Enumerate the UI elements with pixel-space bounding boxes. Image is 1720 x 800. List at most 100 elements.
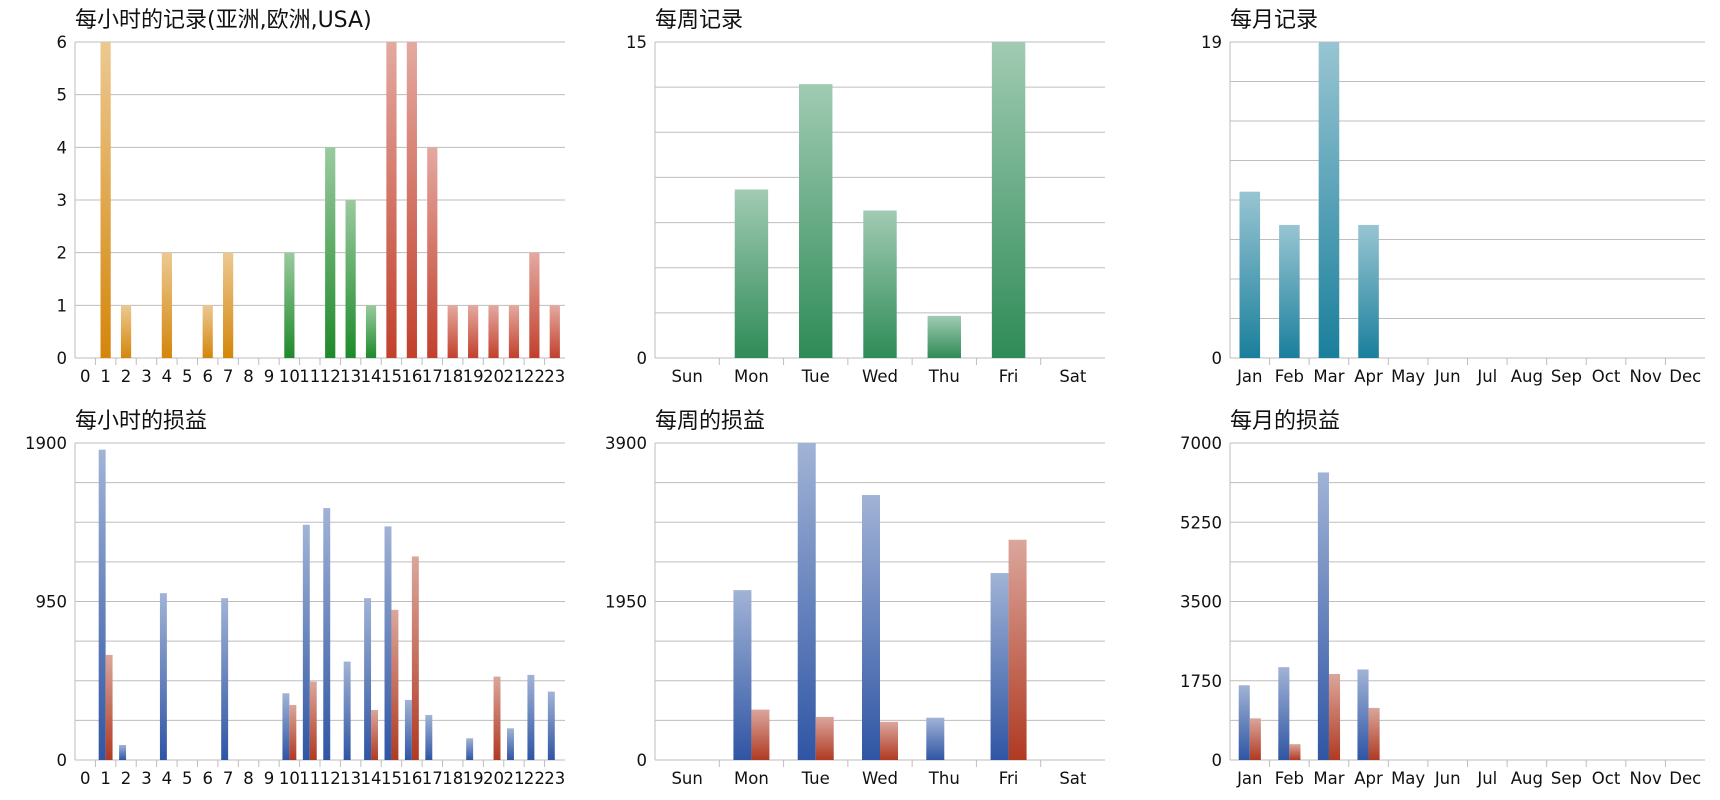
bars: [98, 449, 555, 760]
bar: [221, 598, 229, 760]
bar: [1318, 42, 1340, 358]
x-tick-label: Fri: [999, 769, 1019, 788]
bar: [493, 676, 501, 760]
x-tick-label: Jun: [1434, 367, 1461, 386]
bar: [325, 147, 336, 358]
bar: [1289, 744, 1301, 760]
bar: [447, 305, 458, 358]
bar: [799, 84, 833, 358]
y-tick-label: 950: [36, 593, 68, 612]
x-tick-label: 1: [100, 769, 111, 788]
bar: [990, 573, 1009, 760]
bar: [343, 661, 351, 760]
bar: [1238, 685, 1250, 760]
chart-title: 每小时的记录(亚洲,欧洲,USA): [75, 8, 372, 33]
x-tick-label: 19: [463, 367, 484, 386]
y-tick-label: 0: [1212, 349, 1223, 368]
x-tick-label: 22: [524, 769, 545, 788]
x-tick-label: 0: [80, 769, 91, 788]
bar: [98, 449, 106, 760]
y-tick-label: 0: [1212, 751, 1223, 770]
bar: [549, 305, 560, 358]
bar: [1358, 224, 1379, 358]
x-tick-labels: Sun Mon Tue Wed Thu Fri Sat: [671, 367, 1086, 386]
bar: [927, 315, 961, 358]
chart-title: 每月的损益: [1230, 409, 1340, 434]
x-tick-label: 8: [243, 367, 254, 386]
x-tick-label: Jul: [1476, 367, 1497, 386]
x-tick-label: Sun: [671, 769, 702, 788]
x-tick-label: 17: [422, 769, 443, 788]
y-tick-label: 5250: [1180, 513, 1222, 532]
bar: [371, 709, 378, 760]
x-tick-label: Sep: [1551, 769, 1582, 788]
y-tick-label: 4: [57, 138, 68, 157]
bar: [386, 42, 397, 358]
bar: [797, 443, 816, 760]
bar: [323, 508, 331, 760]
y-tick-labels: 0 1750 3500 5250 7000: [1180, 434, 1222, 770]
bar: [1249, 718, 1261, 760]
bar: [1278, 667, 1290, 760]
bars: [1239, 42, 1379, 358]
y-tick-label: 3: [57, 191, 68, 210]
bar: [734, 189, 769, 358]
x-tick-label: Thu: [928, 367, 960, 386]
x-tick-label: Aug: [1511, 367, 1543, 386]
bar: [815, 716, 834, 760]
y-tick-label: 0: [57, 751, 68, 770]
x-tick-label: 4: [162, 769, 173, 788]
x-tick-label: 0: [80, 367, 91, 386]
bar: [345, 200, 356, 358]
x-tick-label: Jan: [1236, 367, 1262, 386]
bar: [202, 305, 213, 358]
bar: [1317, 472, 1329, 760]
bar: [991, 42, 1026, 358]
x-tick-label: Mar: [1313, 769, 1344, 788]
bar: [1368, 707, 1380, 760]
x-tick-label: 5: [182, 769, 193, 788]
bar: [1279, 224, 1300, 358]
x-tick-label: Fri: [999, 367, 1019, 386]
x-tick-label: 20: [483, 769, 504, 788]
x-tick-label: Mar: [1313, 367, 1344, 386]
y-tick-label: 19: [1201, 33, 1222, 52]
x-tick-label: 9: [264, 367, 275, 386]
bar: [411, 556, 419, 760]
y-tick-labels: 0 950 1900: [25, 434, 67, 770]
x-tick-label: 6: [202, 769, 213, 788]
x-tick-label: 19: [463, 769, 484, 788]
bars: [734, 42, 1026, 358]
x-tick-label: 11: [299, 367, 320, 386]
y-tick-label: 0: [637, 349, 648, 368]
x-tick-label: 5: [182, 367, 193, 386]
x-tick-label: 20: [483, 367, 504, 386]
x-tick-label: 9: [264, 769, 275, 788]
bar: [507, 728, 514, 760]
x-tick-label: 10: [279, 367, 300, 386]
x-tick-labels: Jan Feb Mar Apr May Jun Jul Aug Sep Oct Nov Dec: [1236, 367, 1701, 386]
bar: [1008, 539, 1027, 760]
x-tick-label: Mon: [734, 367, 769, 386]
y-tick-label: 0: [637, 751, 648, 770]
x-tick-labels: 0 1 2 3 4 5 6 7 8 9 10 11 12 13 14 15 16 17 18 19 20 21 22 23: [80, 769, 565, 788]
x-tick-label: 16: [401, 367, 422, 386]
x-tick-label: 18: [442, 367, 463, 386]
x-tick-label: 21: [503, 367, 524, 386]
x-tick-label: Tue: [801, 367, 830, 386]
gridlines: [74, 41, 565, 365]
x-tick-label: 22: [524, 367, 545, 386]
x-tick-label: Jun: [1434, 769, 1461, 788]
chart-title: 每周记录: [655, 8, 743, 33]
bar: [508, 305, 520, 358]
x-tick-label: Sep: [1551, 367, 1582, 386]
bar: [159, 593, 167, 760]
x-tick-label: Dec: [1669, 367, 1701, 386]
chart-weekly-pnl: 每周的损益 0 1950 3900 Sun Mon Tue Wed Thu Fri Sat: [605, 409, 1105, 788]
bar: [751, 709, 770, 760]
y-tick-label: 2: [57, 244, 68, 263]
y-tick-labels: 0 1 2 3 4 5 6: [57, 33, 68, 368]
